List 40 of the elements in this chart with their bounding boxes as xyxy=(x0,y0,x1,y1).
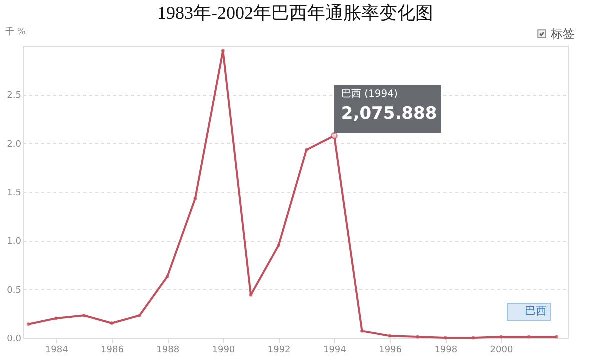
x-tick-label: 1992 xyxy=(268,346,291,356)
point xyxy=(166,274,170,278)
point xyxy=(54,316,58,320)
point xyxy=(472,336,476,340)
y-tick-label: 1.5 xyxy=(7,188,22,198)
point xyxy=(110,322,114,326)
x-tick-label: 1986 xyxy=(101,346,124,356)
x-tick-label: 1984 xyxy=(45,346,69,356)
y-tick-label: 1.0 xyxy=(7,237,22,248)
annotation: 2,075.888 xyxy=(341,104,438,124)
x-tick-label: 1990 xyxy=(212,346,236,356)
point xyxy=(304,148,308,152)
point xyxy=(360,329,364,333)
y-tick-label: 2.5 xyxy=(7,91,22,102)
point xyxy=(82,314,86,318)
chart-title: 1983年-2002年巴西年通胀率变化图 xyxy=(158,3,434,23)
point xyxy=(138,314,142,318)
series-label: 巴西 xyxy=(525,304,547,318)
y-tick-label: 0.5 xyxy=(7,286,22,296)
point xyxy=(221,49,225,53)
text: 标签 xyxy=(550,27,575,41)
point xyxy=(444,336,448,340)
point xyxy=(555,335,559,339)
x-tick-label: 1996 xyxy=(379,346,402,356)
point xyxy=(527,335,531,339)
x-tick-label: 1994 xyxy=(323,346,347,356)
point xyxy=(194,197,198,201)
point xyxy=(249,293,253,297)
x-tick-label: 1998 xyxy=(434,346,458,356)
x-tick-label: 1988 xyxy=(156,346,180,356)
x-tick-label: 2000 xyxy=(490,346,514,356)
point xyxy=(26,322,30,326)
y-tick-label: 2.0 xyxy=(7,140,22,150)
annotation: 巴西 (1994) xyxy=(341,88,398,100)
y-axis-title: 千 % xyxy=(6,26,26,38)
point xyxy=(277,244,281,248)
point xyxy=(416,335,420,339)
point xyxy=(500,335,503,339)
y-tick-label: 0.0 xyxy=(7,334,22,344)
point xyxy=(388,334,392,338)
